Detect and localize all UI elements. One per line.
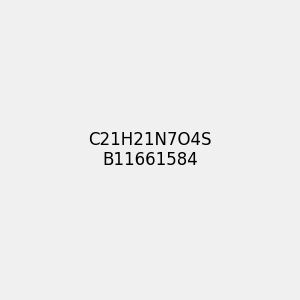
Text: C21H21N7O4S
B11661584: C21H21N7O4S B11661584 bbox=[88, 130, 212, 170]
